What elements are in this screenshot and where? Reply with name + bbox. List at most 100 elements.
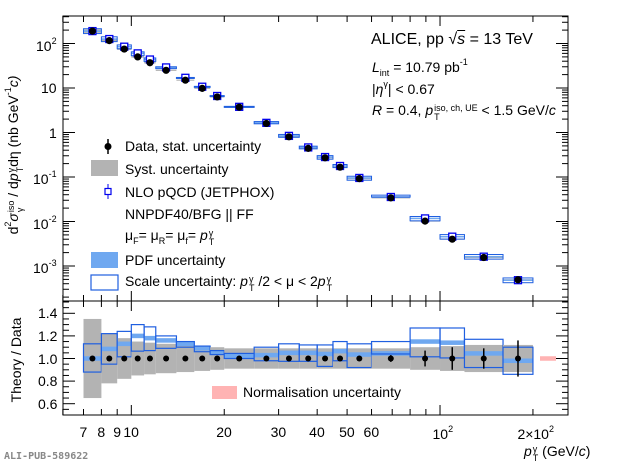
annotation-part: L xyxy=(372,59,380,75)
data-point xyxy=(213,93,221,101)
legend-nlo-marker xyxy=(104,187,112,196)
ratio-data-point xyxy=(106,355,113,362)
legend-part: T xyxy=(326,283,333,293)
ratio-y-tick-label: 1.2 xyxy=(38,328,57,344)
ratio-data-point xyxy=(121,355,128,362)
data-point xyxy=(88,27,97,35)
annotation-eta: |ηγ| < 0.67 xyxy=(372,80,435,97)
xlabel-part: (GeV/ xyxy=(538,443,579,459)
tick-label-base: 1 xyxy=(49,124,57,141)
data-point xyxy=(285,133,293,141)
tick-label-base: 1.2 xyxy=(38,327,58,344)
y-tick-label: 102 xyxy=(36,36,57,54)
x-tick-label: 30 xyxy=(271,424,287,440)
ratio-data-point xyxy=(337,355,344,362)
ratio-pdf-band xyxy=(117,341,132,347)
legend-part: γ xyxy=(208,228,214,238)
annotation-part: < 1.5 GeV/ xyxy=(477,102,549,118)
x-tick-label: 9 xyxy=(113,424,121,440)
legend-part: γ xyxy=(326,274,332,284)
tick-label-base: 20 xyxy=(216,424,232,440)
tick-label-base: 1.0 xyxy=(38,350,58,367)
tick-label-base: 8 xyxy=(97,424,106,440)
tick-label-exponent: 2 xyxy=(51,35,57,46)
ratio-y-tick-label: 0.8 xyxy=(38,373,57,389)
tick-label-base: 40 xyxy=(309,424,325,440)
data-point xyxy=(198,84,206,92)
legend-norm-marker xyxy=(212,386,237,399)
ratio-data-point xyxy=(236,355,243,362)
y-tick-label: 1 xyxy=(49,125,57,141)
ratio-y-tick-label: 0.6 xyxy=(38,396,57,412)
ylabel-part: / d xyxy=(5,181,21,201)
ratio-data-point xyxy=(89,355,96,362)
x-tick-label: 7 xyxy=(80,424,88,440)
tick-label-base: 10 xyxy=(33,171,49,187)
ratio-data-point xyxy=(214,355,221,362)
data-point xyxy=(134,53,142,61)
y-tick-label: 10-2 xyxy=(33,214,57,232)
ratio-pdf-band xyxy=(332,348,348,354)
tick-label-base: 10 xyxy=(33,260,49,276)
tick-label-base: 60 xyxy=(363,424,380,440)
legend-part: γ xyxy=(248,274,254,284)
x-tick-label: 102 xyxy=(433,424,454,442)
legend-part: Scale uncertainty: xyxy=(125,273,241,289)
y-tick-label: 10 xyxy=(41,80,57,96)
data-point xyxy=(387,194,395,202)
ratio-pdf-band xyxy=(194,346,211,351)
annotation-part: s xyxy=(457,31,466,48)
legend-part: = μ xyxy=(165,227,186,243)
legend-part: R xyxy=(158,236,166,246)
legend-part: μ xyxy=(125,227,134,243)
ratio-pdf-band xyxy=(254,352,279,358)
legend-part: p xyxy=(199,227,208,243)
ylabel-part: p xyxy=(5,173,21,182)
tick-label-exponent: -1 xyxy=(48,169,57,179)
tick-label-exponent: 2 xyxy=(548,424,554,434)
annotation-part: ALICE, pp xyxy=(371,31,449,48)
ratio-data-point xyxy=(387,355,394,362)
data-point xyxy=(120,45,128,53)
tick-label-base: 10 xyxy=(36,37,52,54)
tick-label-base: 9 xyxy=(113,424,121,440)
data-point xyxy=(355,175,363,183)
ylabel-part: c) xyxy=(5,75,21,88)
annotation-part: p xyxy=(425,102,434,118)
legend-part: p xyxy=(240,273,248,289)
annotation-part: = 10.79 pb xyxy=(389,59,460,75)
legend-part: = μ xyxy=(138,227,159,243)
annotation-part: | < 0.67 xyxy=(387,81,435,97)
ratio-pdf-band xyxy=(131,333,145,339)
ylabel-script-stack: iso γ xyxy=(6,201,25,213)
legend-pdfset: NNPDF40/BFG || FF xyxy=(125,206,254,222)
ylabel-part: (nb GeV xyxy=(5,95,21,152)
legend-part: = xyxy=(187,227,200,243)
annotation-experiment: ALICE, pp √s = 13 TeV xyxy=(371,32,533,48)
ratio-data-point xyxy=(146,355,153,362)
legend-part: T xyxy=(208,237,215,247)
ratio-pdf-band xyxy=(144,335,156,341)
ratio-pdf-band xyxy=(210,350,225,356)
ratio-y-axis-title: Theory / Data xyxy=(8,317,24,403)
data-point xyxy=(146,59,154,67)
ratio-pdf-band xyxy=(410,339,441,344)
ylabel-part: dη xyxy=(5,151,21,167)
x-tick-label: 50 xyxy=(339,424,355,440)
legend-part: p xyxy=(317,273,326,289)
legend-part: /2 < μ < 2 xyxy=(254,273,318,289)
tick-label-base: 30 xyxy=(270,424,287,440)
x-tick-label: 60 xyxy=(364,424,380,440)
annotation-part: η xyxy=(375,81,384,97)
tick-label-base: 7 xyxy=(79,424,88,440)
tick-label-base: 2×10 xyxy=(517,426,549,442)
data-point xyxy=(336,163,344,171)
annotation-part: T xyxy=(434,112,440,122)
ratio-scale-box xyxy=(346,343,373,369)
tick-label-base: 10 xyxy=(123,424,139,440)
ratio-data-point xyxy=(449,355,456,362)
annotation-part: √ xyxy=(448,31,458,48)
